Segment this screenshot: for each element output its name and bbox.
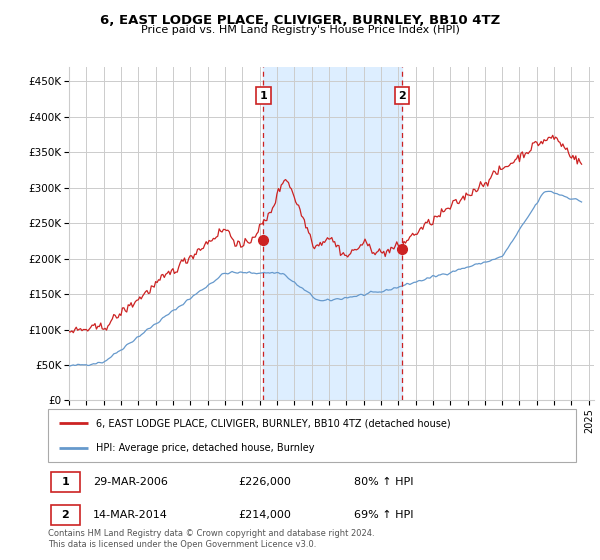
FancyBboxPatch shape (50, 472, 80, 492)
Text: 6, EAST LODGE PLACE, CLIVIGER, BURNLEY, BB10 4TZ: 6, EAST LODGE PLACE, CLIVIGER, BURNLEY, … (100, 14, 500, 27)
Text: 1: 1 (62, 477, 69, 487)
Text: 14-MAR-2014: 14-MAR-2014 (93, 510, 168, 520)
Bar (263, 67, 402, 400)
Text: 2: 2 (398, 91, 406, 101)
Text: Price paid vs. HM Land Registry's House Price Index (HPI): Price paid vs. HM Land Registry's House … (140, 25, 460, 35)
Text: 1: 1 (260, 91, 267, 101)
Text: 69% ↑ HPI: 69% ↑ HPI (354, 510, 414, 520)
Text: £214,000: £214,000 (238, 510, 291, 520)
Text: £226,000: £226,000 (238, 477, 291, 487)
Text: 6, EAST LODGE PLACE, CLIVIGER, BURNLEY, BB10 4TZ (detached house): 6, EAST LODGE PLACE, CLIVIGER, BURNLEY, … (95, 418, 450, 428)
Text: 29-MAR-2006: 29-MAR-2006 (93, 477, 168, 487)
FancyBboxPatch shape (50, 505, 80, 525)
FancyBboxPatch shape (48, 409, 576, 462)
Text: Contains HM Land Registry data © Crown copyright and database right 2024.
This d: Contains HM Land Registry data © Crown c… (48, 529, 374, 549)
Text: 80% ↑ HPI: 80% ↑ HPI (354, 477, 414, 487)
Text: HPI: Average price, detached house, Burnley: HPI: Average price, detached house, Burn… (95, 442, 314, 452)
Text: 2: 2 (62, 510, 69, 520)
